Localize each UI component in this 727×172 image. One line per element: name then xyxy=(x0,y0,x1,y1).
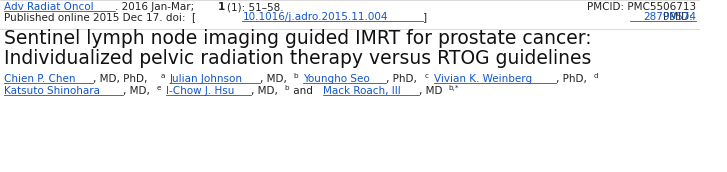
Text: e: e xyxy=(156,85,161,91)
Text: Vivian K. Weinberg: Vivian K. Weinberg xyxy=(434,74,532,84)
Text: and: and xyxy=(290,86,316,96)
Text: b,*: b,* xyxy=(449,85,459,91)
Text: Adv Radiat Oncol: Adv Radiat Oncol xyxy=(4,2,94,12)
Text: , MD,: , MD, xyxy=(251,86,278,96)
Text: a: a xyxy=(160,73,164,79)
Text: Youngho Seo: Youngho Seo xyxy=(303,74,370,84)
Text: 28799574: 28799574 xyxy=(643,12,696,22)
Text: . 2016 Jan-Mar;: . 2016 Jan-Mar; xyxy=(115,2,198,12)
Text: 10.1016/j.adro.2015.11.004: 10.1016/j.adro.2015.11.004 xyxy=(242,12,388,22)
Text: Mack Roach, III: Mack Roach, III xyxy=(323,86,401,96)
Text: , MD, PhD,: , MD, PhD, xyxy=(92,74,147,84)
Text: Published online 2015 Dec 17. doi:  [: Published online 2015 Dec 17. doi: [ xyxy=(4,12,196,22)
Text: Katsuto Shinohara: Katsuto Shinohara xyxy=(4,86,100,96)
Text: Julian Johnson: Julian Johnson xyxy=(169,74,243,84)
Text: b: b xyxy=(284,85,289,91)
Text: , MD,: , MD, xyxy=(260,74,287,84)
Text: , MD,: , MD, xyxy=(123,86,150,96)
Text: (1): 51–58.: (1): 51–58. xyxy=(227,2,284,12)
Text: Individualized pelvic radiation therapy versus RTOG guidelines: Individualized pelvic radiation therapy … xyxy=(4,49,591,68)
Text: d: d xyxy=(594,73,598,79)
Text: , MD: , MD xyxy=(419,86,443,96)
Text: , PhD,: , PhD, xyxy=(386,74,417,84)
Text: , PhD,: , PhD, xyxy=(555,74,587,84)
Text: Sentinel lymph node imaging guided IMRT for prostate cancer:: Sentinel lymph node imaging guided IMRT … xyxy=(4,29,592,48)
Text: PMID:: PMID: xyxy=(663,12,696,22)
Text: 1: 1 xyxy=(217,2,225,12)
Text: ]: ] xyxy=(423,12,427,22)
Text: b: b xyxy=(294,73,298,79)
Text: c: c xyxy=(425,73,429,79)
Text: I-Chow J. Hsu: I-Chow J. Hsu xyxy=(166,86,234,96)
Text: PMCID: PMC5506713: PMCID: PMC5506713 xyxy=(587,2,696,12)
Text: Chien P. Chen: Chien P. Chen xyxy=(4,74,76,84)
